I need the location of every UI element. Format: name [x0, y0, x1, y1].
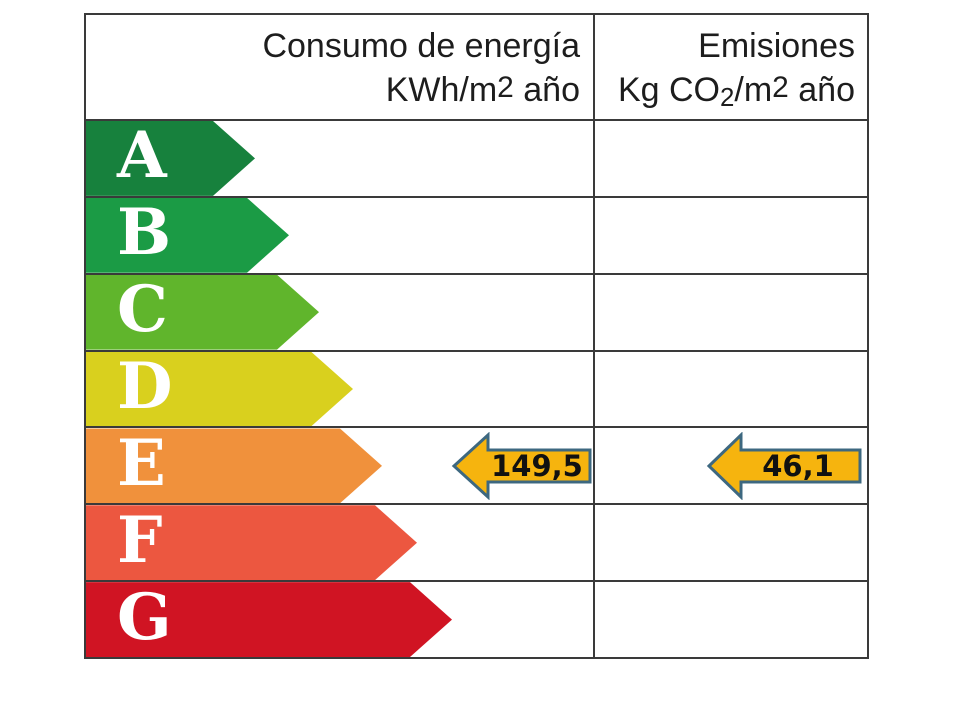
rating-rows: A B C D E — [86, 121, 867, 657]
superscript-2: 2 — [772, 71, 789, 105]
consumption-value-arrow: 149,5 — [451, 431, 592, 500]
energy-column-title: Consumo de energía — [262, 27, 580, 65]
subscript-2: 2 — [720, 84, 735, 113]
rating-arrow-d: D — [86, 352, 353, 427]
rating-letter: C — [117, 272, 168, 348]
rating-row-c: C — [86, 275, 867, 352]
emissions-column-header: Emisiones Kg CO2/m2 año — [597, 24, 855, 115]
rating-row-a: A — [86, 121, 867, 198]
left-arrow-shape — [706, 431, 862, 500]
left-arrow-shape — [451, 431, 592, 500]
emissions-value: 46,1 — [762, 449, 834, 483]
rating-arrow-g: G — [86, 582, 452, 657]
rating-arrow-b: B — [86, 198, 289, 273]
rating-arrow-f: F — [86, 505, 417, 580]
rating-table: Consumo de energía KWh/m2 año Emisiones … — [84, 13, 869, 659]
rating-letter: G — [117, 579, 172, 655]
rating-row-b: B — [86, 198, 867, 275]
rating-row-g: G — [86, 582, 867, 657]
superscript-2: 2 — [497, 71, 514, 105]
energy-column-unit: KWh/m2 año — [385, 71, 580, 109]
table-header: Consumo de energía KWh/m2 año Emisiones … — [86, 15, 867, 121]
emissions-column-unit: Kg CO2/m2 año — [617, 71, 855, 113]
emissions-value-arrow: 46,1 — [706, 431, 862, 500]
rating-letter: E — [117, 425, 166, 501]
emissions-column-title: Emisiones — [698, 27, 855, 65]
column-divider — [593, 15, 595, 657]
rating-arrow-c: C — [86, 275, 319, 350]
rating-row-f: F — [86, 505, 867, 583]
energy-column-header: Consumo de energía KWh/m2 año — [86, 24, 580, 114]
rating-row-e: E 149,5 46,1 — [86, 428, 867, 506]
rating-arrow-e: E — [86, 428, 382, 503]
rating-letter: D — [117, 349, 173, 424]
rating-letter: A — [117, 118, 167, 194]
rating-letter: B — [117, 195, 172, 271]
rating-row-d: D — [86, 352, 867, 429]
consumption-value: 149,5 — [491, 449, 583, 483]
rating-arrow-a: A — [86, 121, 255, 196]
rating-letter: F — [117, 502, 163, 578]
